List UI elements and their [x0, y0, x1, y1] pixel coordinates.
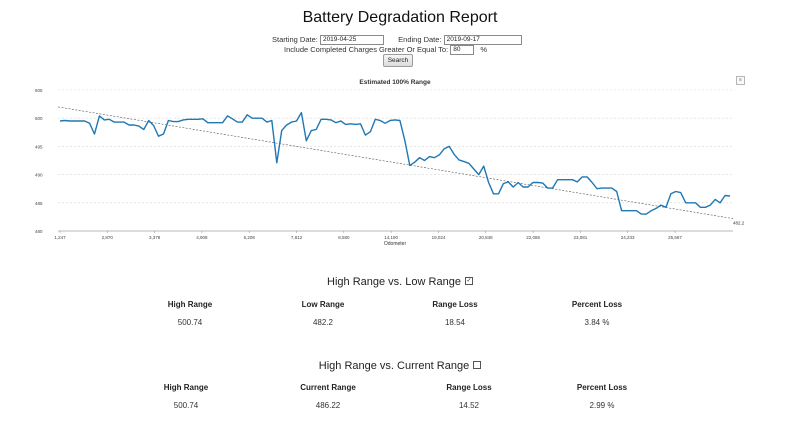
end-date-input[interactable]: 2019-09-17	[443, 35, 522, 46]
date-row: Starting Date: 2019-04-25 Ending Date: 2…	[272, 35, 522, 46]
section1-header-percent-loss: Percent Loss	[571, 300, 623, 309]
section1-value-percent-loss: 3.84 %	[584, 318, 610, 327]
x-tick-label: 8,580	[338, 235, 350, 240]
x-tick-label: 24,233	[621, 235, 635, 240]
y-tick-label: 505	[35, 88, 43, 93]
x-tick-label: 7,812	[291, 235, 303, 240]
charge-threshold-label: Include Completed Charges Greater Or Equ…	[284, 45, 449, 54]
y-tick-label: 500	[35, 116, 43, 121]
section1-title: High Range vs. Low Range ✓	[0, 276, 800, 288]
y-tick-label: 480	[35, 229, 43, 234]
start-date-input[interactable]: 2019-04-25	[319, 35, 384, 46]
section2-title-text: High Range vs. Current Range	[318, 360, 470, 372]
x-tick-label: 5,208	[244, 235, 256, 240]
chart-menu-icon[interactable]: ≡	[736, 76, 745, 85]
section2-header-range-loss: Range Loss	[446, 383, 492, 392]
y-tick-label: 485	[35, 201, 43, 206]
x-tick-label: 20,848	[479, 235, 493, 240]
section1-value-range-loss: 18.54	[444, 318, 466, 327]
series-line	[59, 111, 731, 215]
section2-value-current-range: 486.22	[315, 401, 341, 410]
x-tick-label: 23,081	[574, 235, 588, 240]
x-tick-label: 3,378	[149, 235, 161, 240]
section1-header-high-range: High Range	[167, 300, 213, 309]
section1-header-range-loss: Range Loss	[432, 300, 478, 309]
trend-line	[57, 106, 734, 219]
x-tick-label: 25,667	[668, 235, 682, 240]
section2-title: High Range vs. Current Range	[0, 360, 800, 372]
chart-title: Estimated 100% Range	[359, 79, 431, 86]
section2-value-high-range: 500.74	[173, 401, 199, 410]
x-tick-label: 22,086	[526, 235, 540, 240]
x-tick-label: 1,247	[54, 235, 66, 240]
section2-value-range-loss: 14.52	[458, 401, 480, 410]
page-title: Battery Degradation Report	[302, 9, 498, 26]
section1-value-low-range: 482.2	[312, 318, 334, 327]
section1-title-text: High Range vs. Low Range	[327, 276, 461, 288]
charge-row: Include Completed Charges Greater Or Equ…	[284, 45, 487, 56]
section2-header-percent-loss: Percent Loss	[576, 383, 628, 392]
section2-value-percent-loss: 2.99 %	[589, 401, 615, 410]
x-tick-label: 2,870	[102, 235, 114, 240]
x-tick-label: 4,908	[196, 235, 208, 240]
x-tick-label: 14,190	[384, 235, 398, 240]
start-date-label: Starting Date:	[272, 35, 318, 44]
section1-checkbox[interactable]: ✓	[464, 277, 473, 286]
chart-x-axis-label: Odometer	[384, 241, 407, 247]
section2-header-current-range: Current Range	[300, 383, 356, 392]
charge-unit-label: %	[480, 45, 487, 54]
section2-checkbox[interactable]	[473, 361, 482, 370]
charge-threshold-input[interactable]: 80	[450, 45, 475, 56]
range-chart: Estimated 100% Range 480 485 490 495 500 505 1…	[35, 79, 745, 247]
y-tick-label: 490	[35, 173, 43, 178]
search-button[interactable]: Search	[383, 54, 413, 67]
trend-end-label: 482.2	[733, 221, 745, 226]
y-tick-label: 495	[35, 144, 43, 149]
section1-value-high-range: 500.74	[177, 318, 203, 327]
x-tick-label: 19,024	[432, 235, 446, 240]
end-date-label: Ending Date:	[398, 35, 442, 44]
section1-header-low-range: Low Range	[301, 300, 345, 309]
section2-header-high-range: High Range	[163, 383, 209, 392]
